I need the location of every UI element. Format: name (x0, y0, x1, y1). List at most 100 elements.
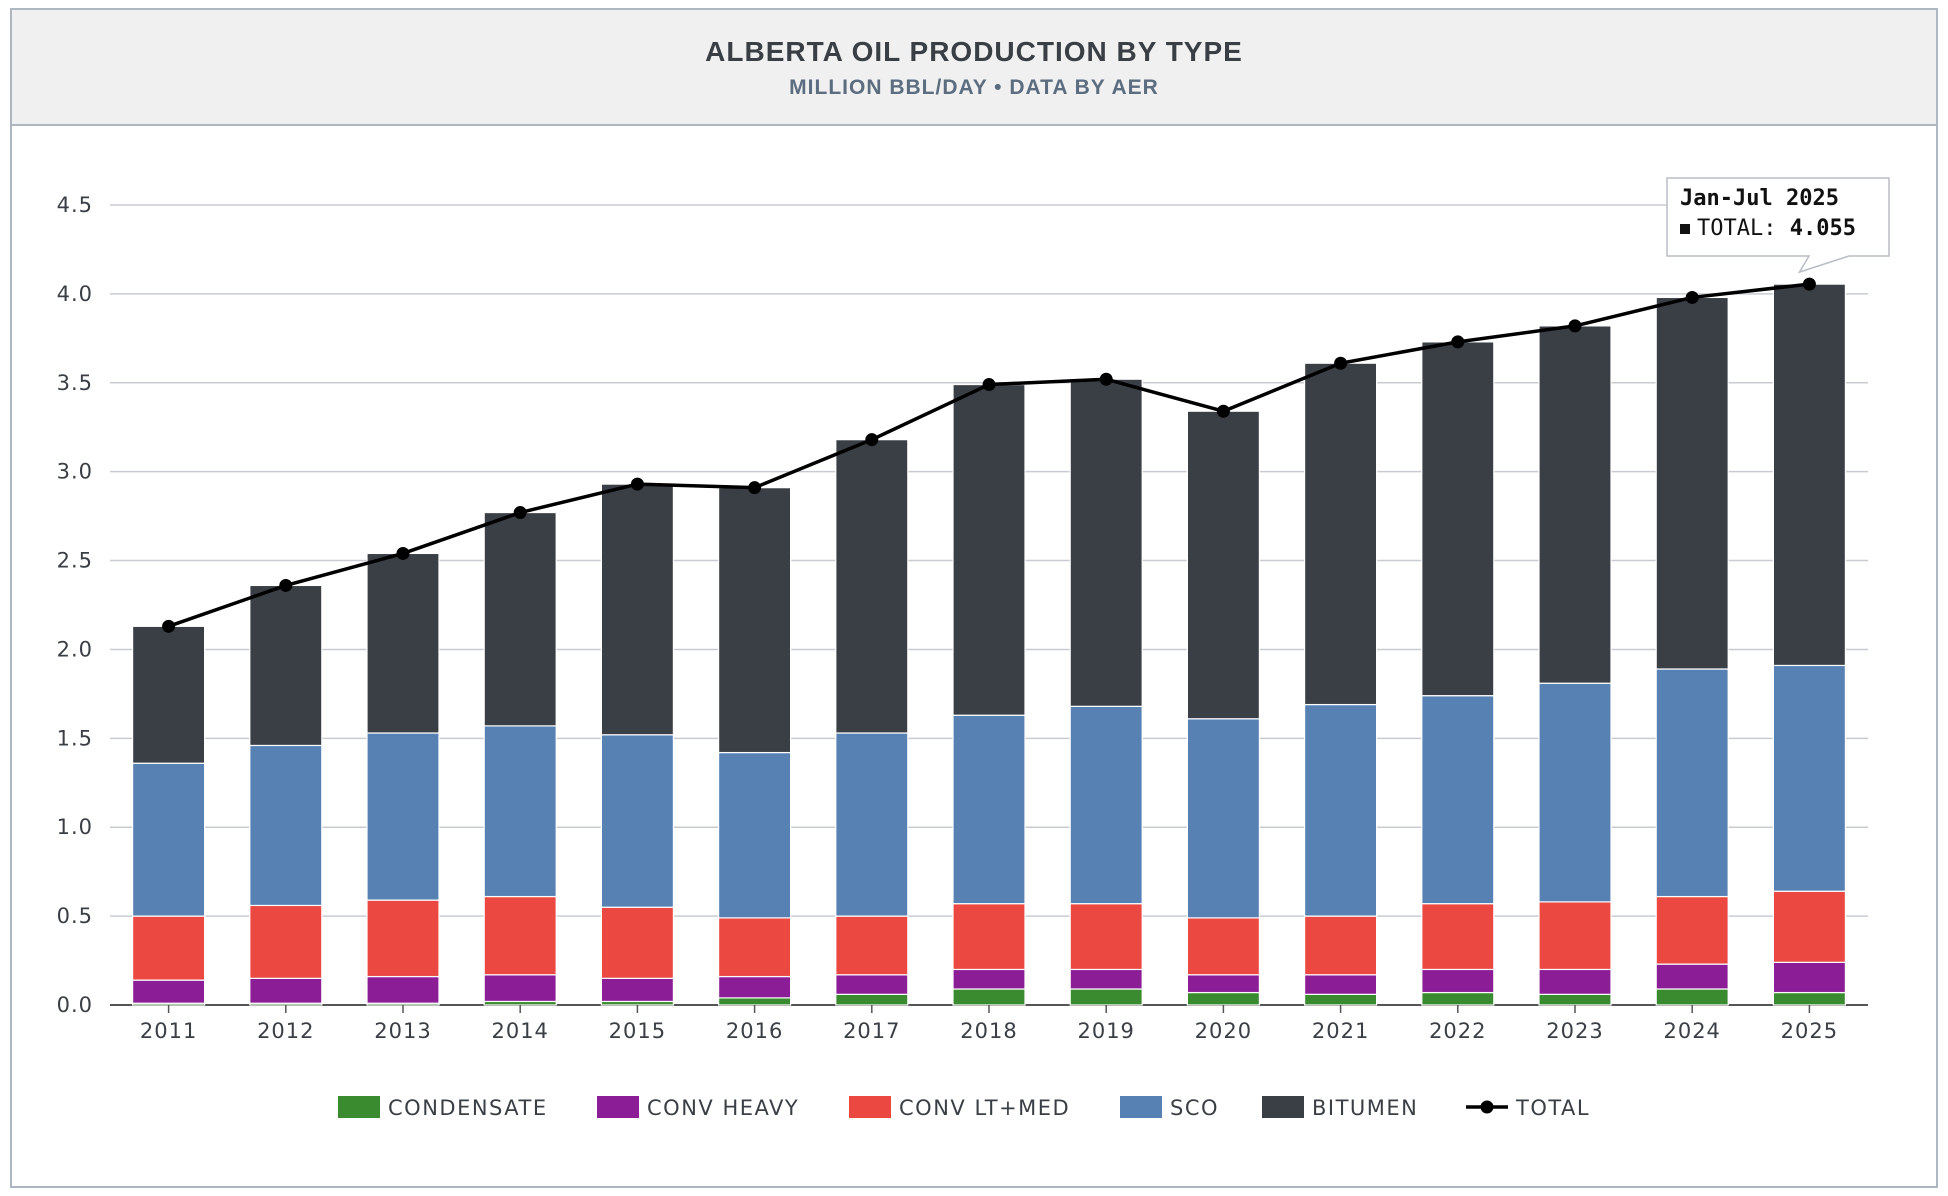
bar-segment (1772, 283, 1847, 667)
legend-label: CONV HEAVY (647, 1096, 799, 1120)
bar-segment (1655, 668, 1729, 898)
legend-swatch (849, 1096, 891, 1118)
bar-segment (1538, 901, 1612, 971)
bar-segment (717, 975, 792, 999)
x-tick-label: 2011 (140, 1019, 197, 1043)
bar-segment (1772, 890, 1847, 963)
bar-segment (600, 483, 675, 736)
bar-segment (1421, 991, 1495, 1006)
tooltip-label: TOTAL: (1697, 216, 1790, 241)
x-tick-label: 2018 (960, 1019, 1017, 1043)
bar-segment (1303, 703, 1378, 917)
bar-segment (952, 903, 1026, 971)
total-point (630, 477, 644, 491)
bar-segment (249, 744, 323, 907)
bar-segment (600, 977, 675, 1003)
bar-segment (1186, 917, 1261, 976)
bar-segment (717, 751, 792, 919)
bar-segment (717, 487, 792, 754)
y-tick-label: 4.5 (57, 193, 93, 217)
bar-segment (1655, 296, 1729, 670)
bar-segment (1538, 968, 1612, 995)
y-tick-label: 1.5 (57, 726, 93, 750)
y-tick-label: 1.0 (57, 815, 93, 839)
bar-segment (600, 734, 675, 908)
y-tick-label: 0.5 (57, 904, 93, 928)
x-tick-label: 2012 (257, 1019, 314, 1043)
bar-segment (835, 974, 909, 995)
bar-segment (1421, 695, 1495, 905)
total-point (982, 378, 996, 392)
y-tick-label: 2.0 (57, 637, 93, 661)
bar-segment (600, 906, 675, 979)
legend-label: BITUMEN (1312, 1096, 1418, 1120)
bar-segment (1772, 991, 1847, 1006)
total-point (1451, 335, 1465, 349)
total-point (513, 506, 527, 520)
bar-segment (366, 732, 440, 901)
bar-segment (132, 915, 206, 981)
tooltip-body: TOTAL: 4.055 (1697, 216, 1856, 241)
legend-swatch (1120, 1096, 1162, 1118)
total-point (1216, 404, 1230, 418)
total-point (162, 619, 176, 633)
bar-segment (1772, 664, 1847, 892)
bar-segment (835, 915, 909, 976)
bar-segment (249, 977, 323, 1004)
bar-segment (952, 714, 1026, 905)
y-tick-label: 4.0 (57, 282, 93, 306)
x-tick-label: 2013 (374, 1019, 431, 1043)
bar-segment (1655, 895, 1729, 965)
bar-segment (1421, 341, 1495, 697)
legend-label: CONDENSATE (388, 1096, 548, 1120)
bar-segment (1069, 378, 1143, 707)
bar-segment (1303, 974, 1378, 995)
bar-segment (717, 917, 792, 978)
total-point (279, 578, 293, 592)
y-tick-label: 0.0 (57, 993, 93, 1017)
bar-segment (366, 552, 440, 734)
bar-segment (483, 725, 557, 898)
bar-segment (366, 899, 440, 978)
bar-segment (835, 993, 909, 1006)
legend-label: SCO (1170, 1096, 1219, 1120)
bar-segment (132, 979, 206, 1004)
bar-segment (1303, 362, 1378, 706)
legend-swatch (1262, 1096, 1304, 1118)
bar-segment (952, 988, 1026, 1006)
bar-segment (1655, 988, 1729, 1006)
bar-segment (1069, 705, 1143, 905)
x-tick-label: 2020 (1195, 1019, 1252, 1043)
x-tick-label: 2016 (726, 1019, 783, 1043)
x-tick-label: 2023 (1546, 1019, 1603, 1043)
x-tick-label: 2015 (609, 1019, 666, 1043)
bar-segment (1772, 961, 1847, 994)
bar-segment (132, 625, 206, 764)
bar-segment (1186, 410, 1261, 720)
tooltip-marker (1680, 224, 1690, 234)
y-tick-label: 3.0 (57, 460, 93, 484)
bar-segment (952, 383, 1026, 716)
total-point (396, 546, 410, 560)
bar-segment (1186, 991, 1261, 1006)
legend-swatch (597, 1096, 639, 1118)
bar-segment (1069, 988, 1143, 1006)
tooltip-value: 4.055 (1790, 216, 1856, 241)
x-tick-label: 2024 (1663, 1019, 1720, 1043)
bar-segment (132, 762, 206, 917)
bar-segment (1303, 915, 1378, 976)
chart-header: ALBERTA OIL PRODUCTION BY TYPE MILLION B… (12, 10, 1936, 126)
chart-subtitle: MILLION BBL/DAY • DATA BY AER (789, 76, 1159, 99)
x-tick-label: 2017 (843, 1019, 900, 1043)
bar-segment (1069, 968, 1143, 990)
tooltip-title: Jan-Jul 2025 (1680, 186, 1839, 211)
bar-segment (1303, 993, 1378, 1006)
y-tick-label: 3.5 (57, 371, 93, 395)
bar-segment (249, 584, 323, 747)
legend-label: CONV LT+MED (899, 1096, 1070, 1120)
x-tick-label: 2022 (1429, 1019, 1486, 1043)
x-tick-label: 2025 (1781, 1019, 1838, 1043)
legend-swatch (338, 1096, 380, 1118)
bar-segment (1069, 903, 1143, 971)
